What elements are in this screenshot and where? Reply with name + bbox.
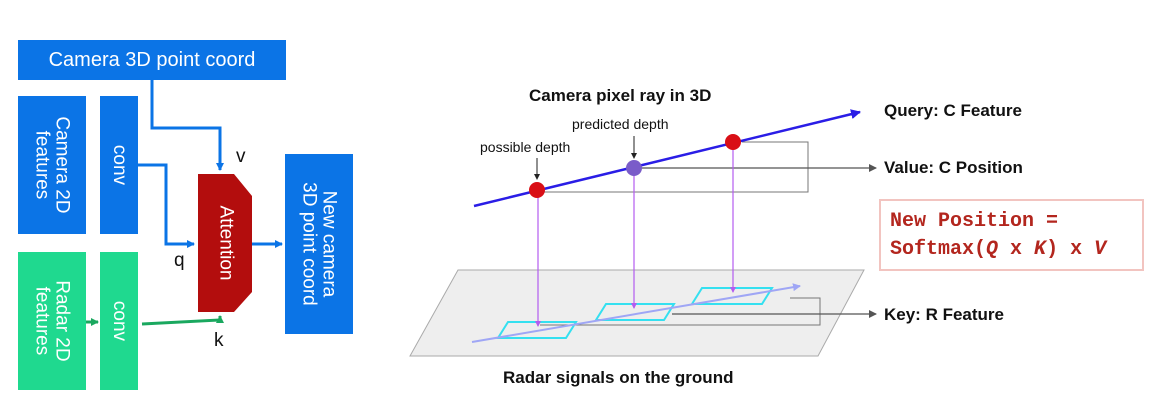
predicted-depth-point xyxy=(626,160,642,176)
depth-point-far xyxy=(725,134,741,150)
arrow-v xyxy=(150,80,224,171)
possible-depth-label: possible depth xyxy=(480,139,571,155)
arrow-q xyxy=(138,163,195,248)
formula-line-1: New Position = xyxy=(890,210,1059,233)
predicted-depth-label: predicted depth xyxy=(572,116,669,132)
key-bracket xyxy=(540,297,821,326)
radar-signal-1 xyxy=(496,321,578,339)
camera-3d-point-coord-box: Camera 3D point coord xyxy=(18,40,286,80)
radar-2d-features-box: Radar 2D features xyxy=(18,252,86,390)
conv-bottom-box: conv xyxy=(100,252,138,390)
attention-label-wrap: Attention xyxy=(198,174,252,312)
camera-2d-features-box: Camera 2D features xyxy=(18,96,86,234)
radar-signal-2 xyxy=(594,303,676,321)
new-position-formula: New Position = Softmax(Q x K) x V xyxy=(879,199,1144,271)
camera-ray-title: Camera pixel ray in 3D xyxy=(529,86,712,105)
new-camera-3d-point-coord-box: New camera 3D point coord xyxy=(285,154,353,334)
arrow-k xyxy=(141,315,224,326)
ground-caption: Radar signals on the ground xyxy=(503,368,734,387)
key-label: Key: R Feature xyxy=(884,305,1004,324)
value-bracket xyxy=(540,141,809,193)
conv-top-box: conv xyxy=(100,96,138,234)
formula-line-2: Softmax(Q x K) x V xyxy=(890,238,1107,261)
label-k: k xyxy=(214,330,224,351)
value-label: Value: C Position xyxy=(884,158,1023,177)
label-q: q xyxy=(174,250,185,271)
attention-label: Attention xyxy=(214,205,236,281)
query-label: Query: C Feature xyxy=(884,101,1022,120)
label-v: v xyxy=(236,146,246,167)
camera-3d-point-coord-label: Camera 3D point coord xyxy=(48,48,256,71)
possible-depth-point xyxy=(529,182,545,198)
radar-signal-3 xyxy=(690,287,774,305)
attention-block xyxy=(198,174,252,312)
ground-projection-line xyxy=(471,283,801,343)
